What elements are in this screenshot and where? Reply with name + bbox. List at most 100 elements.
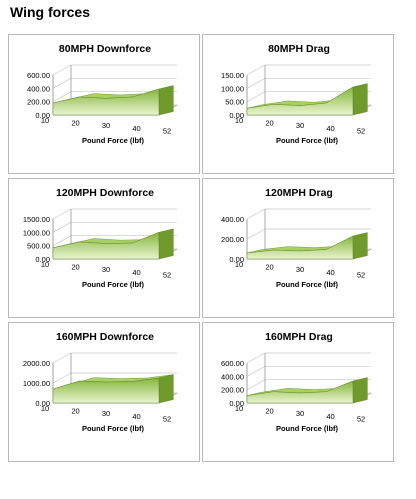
chart-title: 120MPH Drag bbox=[265, 187, 333, 199]
chart-120mph-drag: 120MPH Drag 0.00 200.00 400.00 10 20 30 40 52 Pou… bbox=[221, 187, 372, 289]
gridline-side bbox=[52, 91, 72, 102]
y-tick-label: 2000.00 bbox=[23, 359, 50, 368]
y-tick-label: 0.00 bbox=[229, 255, 244, 264]
chart-title: 120MPH Downforce bbox=[56, 187, 154, 199]
gridline-side bbox=[246, 352, 266, 364]
chart-card-120mph-drag: 120MPH Drag 0.00 200.00 400.00 10 20 30 40 52 Pou… bbox=[202, 178, 394, 318]
x-tick-label: 52 bbox=[163, 126, 171, 135]
area-side-face bbox=[352, 83, 368, 116]
y-tick-label: 200.00 bbox=[221, 386, 244, 395]
y-tick-label: 1000.00 bbox=[23, 228, 50, 237]
gridline-side bbox=[52, 64, 72, 76]
y-tick-label: 400.00 bbox=[27, 84, 50, 93]
chart-card-160mph-downforce: 160MPH Downforce 0.00 1000.00 2000.00 10 20 30… bbox=[8, 322, 200, 462]
gridline-side bbox=[52, 352, 72, 364]
area-side-face bbox=[158, 228, 174, 260]
x-axis-label: Pound Force (lbf) bbox=[276, 136, 339, 145]
x-tick-label: 20 bbox=[71, 119, 79, 128]
area-series bbox=[52, 231, 160, 260]
x-tick-label: 20 bbox=[71, 263, 79, 272]
x-tick-label: 10 bbox=[235, 116, 243, 125]
x-tick-label: 30 bbox=[102, 265, 110, 274]
area-series bbox=[52, 88, 160, 116]
gridline-side bbox=[52, 222, 72, 233]
x-axis-label: Pound Force (lbf) bbox=[82, 280, 145, 289]
x-tick-label: 40 bbox=[132, 124, 140, 133]
x-tick-label: 52 bbox=[163, 414, 171, 423]
area-series bbox=[246, 235, 354, 260]
y-tick-label: 1500.00 bbox=[23, 215, 50, 224]
y-tick-label: 0.00 bbox=[229, 399, 244, 408]
y-tick-label: 400.00 bbox=[221, 215, 244, 224]
chart-title: 80MPH Downforce bbox=[59, 43, 151, 55]
x-tick-label: 20 bbox=[265, 119, 273, 128]
x-axis-label: Pound Force (lbf) bbox=[276, 424, 339, 433]
area-side-face bbox=[158, 85, 174, 116]
x-tick-label: 40 bbox=[326, 268, 334, 277]
gridline-side bbox=[246, 208, 266, 220]
x-tick-label: 30 bbox=[296, 409, 304, 418]
x-tick-label: 10 bbox=[235, 404, 243, 413]
y-tick-label: 150.00 bbox=[221, 71, 244, 80]
gridline-side bbox=[52, 372, 72, 384]
chart-title: 80MPH Drag bbox=[268, 43, 330, 55]
y-tick-label: 0.00 bbox=[35, 399, 50, 408]
y-tick-label: 1000.00 bbox=[23, 379, 50, 388]
x-tick-label: 40 bbox=[132, 268, 140, 277]
x-tick-label: 20 bbox=[265, 407, 273, 416]
chart-160mph-downforce: 160MPH Downforce 0.00 1000.00 2000.00 10 20 30… bbox=[23, 331, 178, 433]
x-axis-label: Pound Force (lbf) bbox=[82, 424, 145, 433]
y-tick-label: 0.00 bbox=[35, 111, 50, 120]
gridline-side bbox=[52, 78, 72, 89]
x-tick-label: 40 bbox=[132, 412, 140, 421]
y-tick-label: 500.00 bbox=[27, 242, 50, 251]
chart-title: 160MPH Downforce bbox=[56, 331, 154, 343]
gridline-side bbox=[52, 235, 72, 246]
gridline-side bbox=[246, 228, 266, 240]
chart-card-120mph-downforce: 120MPH Downforce 0.00 500.00 1000.00 1500.00… bbox=[8, 178, 200, 318]
x-tick-label: 10 bbox=[41, 404, 49, 413]
y-tick-label: 600.00 bbox=[221, 359, 244, 368]
chart-card-80mph-downforce: 80MPH Downforce 0.00 200.00 400.00 600.00 10 2… bbox=[8, 34, 200, 174]
area-side-face bbox=[352, 377, 368, 404]
x-tick-label: 52 bbox=[357, 414, 365, 423]
y-tick-label: 100.00 bbox=[221, 84, 244, 93]
gridline-side bbox=[246, 91, 266, 102]
x-tick-label: 52 bbox=[357, 270, 365, 279]
x-tick-label: 10 bbox=[41, 260, 49, 269]
gridline-side bbox=[52, 208, 72, 220]
x-tick-label: 10 bbox=[41, 116, 49, 125]
chart-card-80mph-drag: 80MPH Drag 0.00 50.00 100.00 150.00 10 20 30 40 5… bbox=[202, 34, 394, 174]
chart-160mph-drag: 160MPH Drag 0.00 200.00 400.00 600.00 10 20 30 4… bbox=[221, 331, 372, 433]
area-side-face bbox=[352, 232, 368, 260]
x-axis-label: Pound Force (lbf) bbox=[276, 280, 339, 289]
x-tick-label: 30 bbox=[102, 409, 110, 418]
gridline-side bbox=[246, 379, 266, 390]
x-tick-label: 40 bbox=[326, 124, 334, 133]
y-tick-label: 200.00 bbox=[27, 98, 50, 107]
x-tick-label: 30 bbox=[102, 121, 110, 130]
y-tick-label: 200.00 bbox=[221, 235, 244, 244]
y-tick-label: 0.00 bbox=[229, 111, 244, 120]
x-tick-label: 40 bbox=[326, 412, 334, 421]
area-side-face bbox=[158, 374, 174, 404]
gridline-side bbox=[246, 78, 266, 89]
gridline-side bbox=[246, 366, 266, 377]
page-title: Wing forces bbox=[10, 4, 90, 20]
y-tick-label: 0.00 bbox=[35, 255, 50, 264]
chart-80mph-downforce: 80MPH Downforce 0.00 200.00 400.00 600.00 10 2… bbox=[27, 43, 178, 145]
chart-80mph-drag: 80MPH Drag 0.00 50.00 100.00 150.00 10 20 30 40 5… bbox=[221, 43, 372, 145]
x-tick-label: 52 bbox=[163, 270, 171, 279]
x-tick-label: 10 bbox=[235, 260, 243, 269]
x-axis-label: Pound Force (lbf) bbox=[82, 136, 145, 145]
y-tick-label: 400.00 bbox=[221, 372, 244, 381]
area-series bbox=[246, 86, 354, 116]
x-tick-label: 20 bbox=[265, 263, 273, 272]
x-tick-label: 30 bbox=[296, 121, 304, 130]
y-tick-label: 50.00 bbox=[225, 98, 244, 107]
area-series bbox=[52, 377, 160, 404]
x-tick-label: 52 bbox=[357, 126, 365, 135]
area-series bbox=[246, 380, 354, 404]
x-tick-label: 20 bbox=[71, 407, 79, 416]
gridline-side bbox=[246, 64, 266, 76]
